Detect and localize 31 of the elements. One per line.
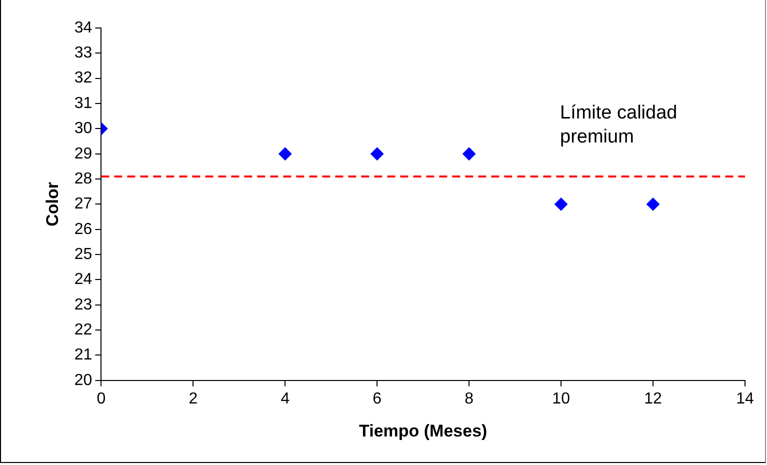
x-tick-label: 8: [464, 390, 474, 408]
y-tick-label: 23: [74, 296, 92, 314]
point: [554, 198, 568, 211]
y-tick-label: 29: [74, 145, 92, 162]
ref-line-label: Límite calidad premium: [560, 102, 678, 148]
point: [646, 198, 660, 211]
y-tick-label: 34: [74, 19, 92, 36]
x-axis-title: Tiempo (Meses): [359, 421, 488, 440]
y-axis-title: Color: [42, 182, 62, 226]
x-tick-label: 0: [96, 390, 106, 408]
y-tick-label: 22: [74, 321, 92, 338]
x-tick-label: 14: [736, 390, 754, 408]
y-tick-label: 28: [74, 170, 92, 188]
x-tick-label: 4: [280, 390, 290, 408]
y-tick-label: 27: [74, 196, 92, 213]
x-tick-label: 6: [372, 390, 382, 408]
y-tick-label: 33: [74, 44, 92, 62]
x-tick-label: 2: [188, 390, 198, 408]
point: [462, 147, 476, 160]
y-tick-label: 20: [74, 372, 92, 389]
x-tick-label: 10: [552, 390, 570, 408]
y-tick-label: 31: [74, 94, 92, 112]
y-tick-label: 24: [74, 271, 92, 288]
y-tick-label: 32: [74, 70, 92, 87]
y-tick-label: 30: [74, 120, 92, 138]
y-tick-label: 25: [74, 246, 92, 263]
point: [370, 147, 384, 160]
y-tick-label: 26: [74, 220, 92, 238]
x-tick-label: 12: [644, 390, 662, 408]
y-tick-label: 21: [74, 346, 92, 364]
point: [278, 147, 292, 160]
